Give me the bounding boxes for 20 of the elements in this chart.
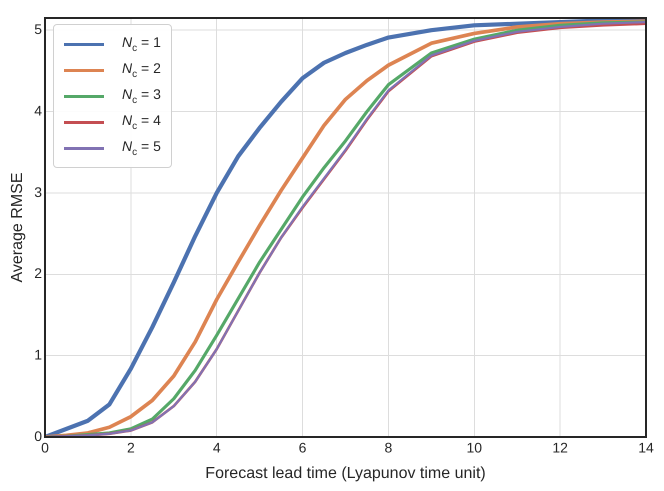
- legend-label: N$_{c}$ = 3: [122, 86, 161, 106]
- x-tick-label: 8: [384, 439, 393, 456]
- y-tick-label: 3: [34, 184, 42, 200]
- y-tick-label: 1: [34, 346, 42, 362]
- y-tick-label: 4: [34, 102, 42, 118]
- y-axis-title: Average RMSE: [9, 172, 26, 282]
- y-tick-label: 2: [34, 265, 42, 282]
- x-tick-label: 10: [466, 439, 482, 456]
- x-tick-label: 6: [298, 439, 307, 456]
- legend-label: N$_{c}$ = 1: [122, 34, 161, 54]
- legend-label: N$_{c}$ = 5: [122, 138, 161, 158]
- x-tick-label: 12: [552, 439, 568, 456]
- x-tick-label: 4: [212, 439, 221, 456]
- legend-label: N$_{c}$ = 4: [122, 112, 161, 132]
- x-tick-label: 14: [638, 439, 654, 456]
- legend-label: N$_{c}$ = 2: [122, 60, 161, 80]
- y-tick-label: 0: [34, 428, 42, 444]
- x-axis-title: Forecast lead time (Lyapunov time unit): [205, 464, 486, 482]
- x-tick-label: 2: [126, 439, 135, 456]
- y-tick-label: 5: [34, 21, 42, 38]
